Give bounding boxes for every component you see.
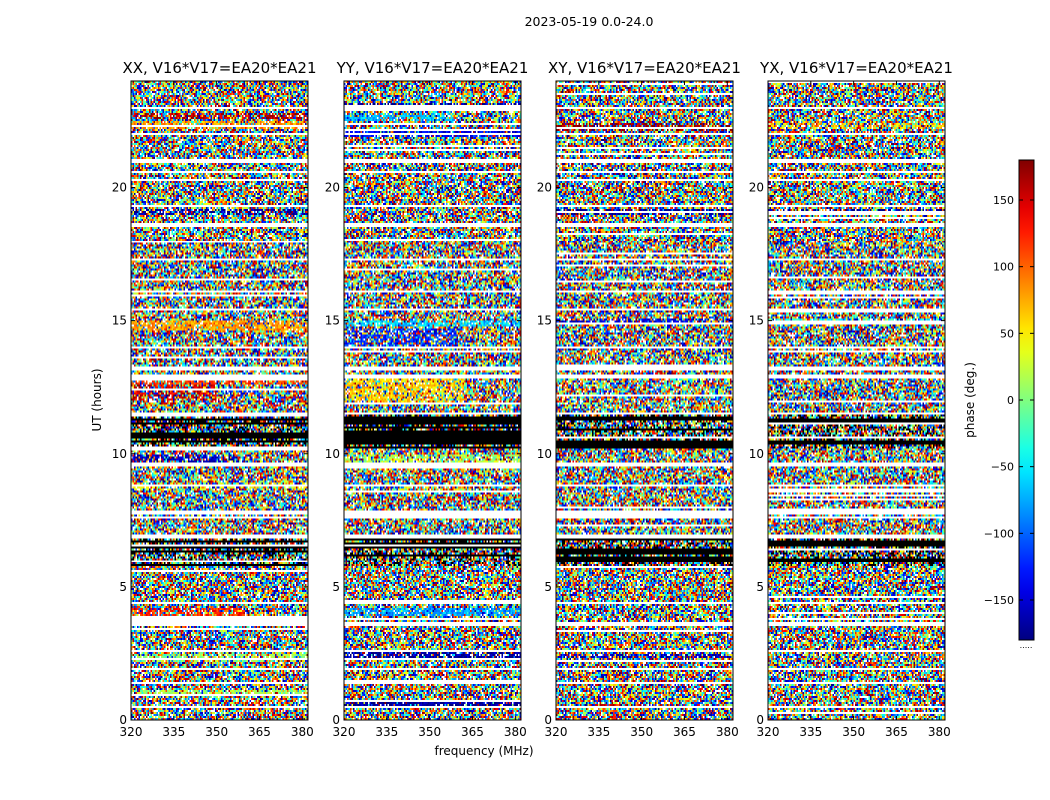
y-tick-label: 10 — [325, 447, 340, 461]
heatmap-image — [768, 81, 945, 720]
x-tick-label: 335 — [799, 725, 822, 739]
y-tick-label: 5 — [332, 580, 340, 594]
y-tick-label: 5 — [119, 580, 127, 594]
y-tick-label: 20 — [749, 181, 764, 195]
heatmap-image — [556, 81, 733, 720]
y-tick-label: 10 — [749, 447, 764, 461]
colorbar-label: phase (deg.) — [963, 362, 977, 438]
y-tick-label: 15 — [112, 314, 127, 328]
colorbar-tick-label: 50 — [1000, 327, 1014, 340]
panel-2: YY, V16*V17=EA20*EA21 320 335 350 365 380 0 5 10… — [325, 59, 529, 739]
x-tick-label: 365 — [673, 725, 696, 739]
y-tick-label: 0 — [544, 713, 552, 727]
colorbar-footer: ..... — [1020, 641, 1033, 650]
y-tick-label: 10 — [537, 447, 552, 461]
y-tick-label: 0 — [756, 713, 764, 727]
panel-frame — [555, 80, 734, 721]
x-tick-label: 335 — [587, 725, 610, 739]
panel-frame — [130, 80, 309, 721]
panel-4: YX, V16*V17=EA20*EA21 320 335 350 365 380 0 5 10… — [749, 59, 953, 739]
x-tick-label: 380 — [928, 725, 951, 739]
x-tick-label: 380 — [291, 725, 314, 739]
x-tick-label: 350 — [630, 725, 653, 739]
panels-group: XX, V16*V17=EA20*EA21 320 335 350 365 380 0 5 10… — [112, 59, 953, 739]
x-tick-label: 365 — [885, 725, 908, 739]
colorbar-tick-label: 100 — [993, 261, 1014, 274]
colorbar: 150 100 50 0 −50 −100 −150 — [984, 159, 1035, 641]
panel-1: XX, V16*V17=EA20*EA21 320 335 350 365 380 0 5 10… — [112, 59, 317, 739]
y-axis-label: UT (hours) — [90, 368, 104, 431]
colorbar-tick-label: −100 — [984, 527, 1014, 540]
x-tick-label: 365 — [461, 725, 484, 739]
colorbar-tick-label: 150 — [993, 194, 1014, 207]
y-tick-label: 10 — [112, 447, 127, 461]
x-tick-label: 320 — [333, 725, 356, 739]
x-tick-label: 365 — [248, 725, 271, 739]
y-tick-label: 20 — [325, 181, 340, 195]
y-tick-label: 5 — [544, 580, 552, 594]
x-tick-label: 350 — [842, 725, 865, 739]
y-tick-label: 20 — [537, 181, 552, 195]
x-axis-label: frequency (MHz) — [434, 744, 533, 758]
figure-suptitle: 2023-05-19 0.0-24.0 — [525, 14, 654, 29]
x-tick-label: 350 — [418, 725, 441, 739]
panel-frame — [767, 80, 946, 721]
y-tick-label: 15 — [749, 314, 764, 328]
heatmap-image — [131, 81, 308, 720]
panel-frame — [343, 80, 522, 721]
x-tick-label: 335 — [375, 725, 398, 739]
y-tick-label: 0 — [332, 713, 340, 727]
y-tick-label: 5 — [756, 580, 764, 594]
y-tick-label: 0 — [119, 713, 127, 727]
x-tick-label: 380 — [716, 725, 739, 739]
colorbar-tick-label: 0 — [1007, 394, 1014, 407]
y-tick-label: 15 — [537, 314, 552, 328]
colorbar-tick-label: −150 — [984, 594, 1014, 607]
x-tick-label: 320 — [545, 725, 568, 739]
panel-title: XY, V16*V17=EA20*EA21 — [548, 59, 741, 77]
panel-3: XY, V16*V17=EA20*EA21 320 335 350 365 380 0 5 10… — [537, 59, 741, 739]
x-tick-label: 320 — [120, 725, 143, 739]
heatmap-image — [344, 81, 521, 720]
y-tick-label: 20 — [112, 181, 127, 195]
panel-title: YY, V16*V17=EA20*EA21 — [336, 59, 529, 77]
colorbar-tick-label: −50 — [991, 461, 1014, 474]
x-tick-label: 350 — [205, 725, 228, 739]
x-tick-label: 320 — [757, 725, 780, 739]
x-tick-label: 380 — [504, 725, 527, 739]
y-tick-label: 15 — [325, 314, 340, 328]
panel-title: YX, V16*V17=EA20*EA21 — [759, 59, 953, 77]
panel-title: XX, V16*V17=EA20*EA21 — [122, 59, 316, 77]
x-tick-label: 335 — [162, 725, 185, 739]
